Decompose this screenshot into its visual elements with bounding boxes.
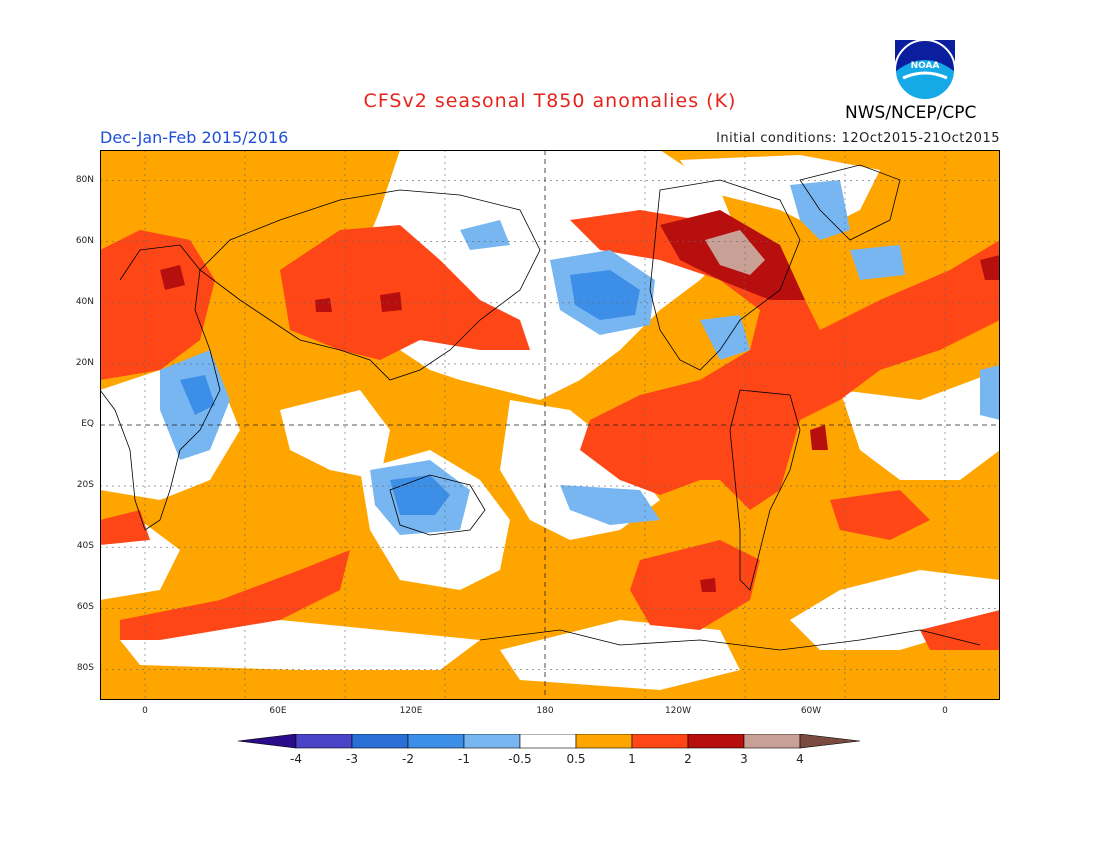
colorbar-label: 2 (684, 752, 692, 766)
lon-label: 0 (142, 706, 148, 716)
colorbar-bin (407, 734, 465, 749)
lat-label: 80N (75, 175, 94, 185)
lat-label: 20N (75, 358, 94, 368)
lon-label: 120E (399, 706, 423, 716)
colorbar-bin (631, 734, 689, 749)
colorbar-arrow-high (799, 734, 861, 749)
lat-label: 40S (76, 541, 94, 551)
lat-label: 60N (75, 236, 94, 246)
colorbar-label: -3 (346, 752, 358, 766)
colorbar-label: -2 (402, 752, 414, 766)
lat-label: 80S (76, 663, 94, 673)
lon-label: 180 (536, 706, 554, 716)
colorbar-label: 1 (628, 752, 636, 766)
lat-label: 40N (75, 297, 94, 307)
logo-text: NOAA (911, 61, 940, 71)
reference-lines (100, 150, 1000, 700)
lat-label: EQ (81, 419, 94, 429)
lon-label: 60E (269, 706, 287, 716)
colorbar-bin (351, 734, 409, 749)
initial-conditions-label: Initial conditions: 12Oct2015-21Oct2015 (716, 131, 1000, 146)
colorbar-label: 4 (796, 752, 804, 766)
colorbar-bin (687, 734, 745, 749)
lon-label: 0 (942, 706, 948, 716)
peak-warm-region (705, 230, 765, 275)
colorbar-label: -4 (290, 752, 302, 766)
season-label: Dec-Jan-Feb 2015/2016 (100, 128, 289, 147)
lon-label: 120W (664, 706, 692, 716)
colorbar-bin (463, 734, 521, 749)
colorbar-label: 3 (740, 752, 748, 766)
coastlines (100, 164, 981, 651)
lon-label: 60W (800, 706, 822, 716)
colorbar-bin (575, 734, 633, 749)
colorbar-bin (743, 734, 801, 749)
agency-label: NWS/NCEP/CPC (845, 103, 977, 123)
stronger-cool-regions (180, 270, 640, 515)
colorbar-bin (295, 734, 353, 749)
colorbar-label: 0.5 (566, 752, 586, 766)
colorbar-label: -1 (458, 752, 470, 766)
lat-label: 60S (76, 602, 94, 612)
colorbar-bin (519, 734, 577, 749)
noaa-logo: NOAA (894, 39, 956, 101)
warm-regions (100, 210, 1000, 650)
map-title: CFSv2 seasonal T850 anomalies (K) (363, 90, 737, 112)
colorbar-arrow-low (238, 734, 297, 749)
graticule (100, 150, 1000, 700)
lat-label: 20S (76, 480, 94, 490)
colorbar (238, 734, 861, 749)
anomaly-map (100, 150, 1000, 700)
colorbar-label: -0.5 (508, 752, 532, 766)
